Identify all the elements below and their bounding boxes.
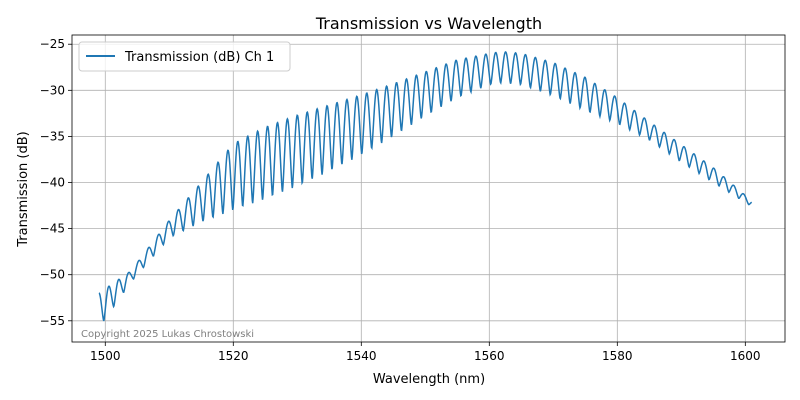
axes-frame bbox=[71, 34, 786, 343]
y-tick-label: −40 bbox=[40, 176, 65, 190]
x-tick-label: 1600 bbox=[730, 349, 761, 363]
x-tick-label: 1540 bbox=[346, 349, 377, 363]
x-tick-label: 1500 bbox=[90, 349, 121, 363]
legend-label: Transmission (dB) Ch 1 bbox=[124, 50, 274, 65]
x-tick-label: 1520 bbox=[218, 349, 249, 363]
series-transmission-ch1 bbox=[98, 50, 753, 322]
axis-ticks: 1500 1520 1540 1560 1580 1600 −55 −50 −45 −40 −35 −… bbox=[40, 37, 761, 363]
y-tick-label: −50 bbox=[40, 268, 65, 282]
copyright-annotation: Copyright 2025 Lukas Chrostowski bbox=[81, 329, 254, 340]
chart-title: Transmission vs Wavelength bbox=[315, 14, 542, 33]
x-tick-label: 1560 bbox=[474, 349, 505, 363]
y-tick-label: −30 bbox=[40, 83, 65, 97]
y-tick-label: −25 bbox=[40, 37, 65, 51]
legend-box bbox=[78, 41, 291, 72]
x-axis-label: Wavelength (nm) bbox=[373, 372, 485, 387]
y-tick-label: −55 bbox=[40, 314, 65, 328]
x-tick-label: 1580 bbox=[602, 349, 633, 363]
legend: Transmission (dB) Ch 1 bbox=[78, 41, 291, 72]
y-tick-label: −45 bbox=[40, 222, 65, 236]
y-axis-label: Transmission (dB) bbox=[16, 131, 31, 247]
y-tick-label: −35 bbox=[40, 129, 65, 143]
